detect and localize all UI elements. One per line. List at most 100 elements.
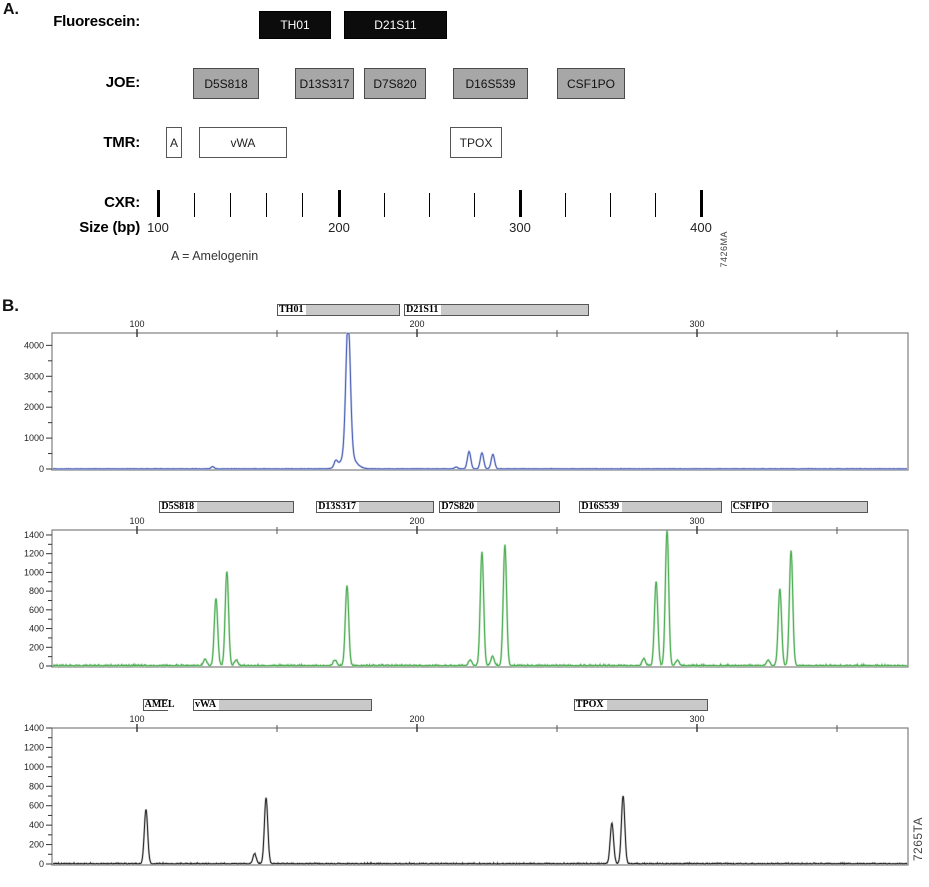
row-label-size-bp: Size (bp) [79,219,140,236]
locus-box-vwa: vWA [199,127,287,158]
marker-bar-csfipo: CSFIPO [730,501,868,513]
x-tick-label: 200 [409,714,424,724]
locus-box-th01: TH01 [259,11,331,39]
marker-bar-d16s539: D16S539 [579,501,723,513]
y-tick-label: 800 [29,586,44,596]
marker-bar-label: AMEL [143,700,178,710]
locus-box-a: A [166,127,182,158]
ruler-tick-140 [229,193,231,217]
locus-box-csf1po: CSF1PO [557,68,625,99]
marker-bar-amel: AMEL [142,699,178,711]
trace-path [52,795,908,865]
x-tick-label: 300 [689,319,704,329]
x-tick-label: 100 [129,516,144,526]
x-tick-label: 100 [129,319,144,329]
ruler-tick-180 [302,193,304,217]
ruler-label-400: 400 [690,220,712,235]
ruler-tick-250 [429,193,430,217]
ruler-label-200: 200 [328,220,350,235]
locus-box-d7s820: D7S820 [364,68,426,99]
x-tick-label: 200 [409,319,424,329]
marker-bar-d21s11: D21S11 [404,304,589,316]
marker-bar-label: CSFIPO [731,502,773,512]
marker-bar-d13s317: D13S317 [316,501,434,513]
trace-halo [52,332,908,471]
marker-bar-label: vWA [194,700,220,710]
ruler-tick-120 [193,193,195,217]
locus-box-d16s539: D16S539 [453,68,528,99]
ruler-tick-160 [266,193,268,217]
panel-a-label: A. [3,1,19,18]
row-label-tmr: TMR: [103,134,140,151]
y-tick-label: 4000 [24,340,44,350]
marker-bar-label: D16S539 [580,502,623,512]
ruler-tick-225 [383,193,385,217]
locus-box-d21s11: D21S11 [344,11,447,39]
locus-box-tpox: TPOX [450,127,502,158]
y-tick-label: 3000 [24,371,44,381]
ruler-tick-350 [610,193,611,217]
y-tick-label: 800 [29,781,44,791]
locus-box-d5s818: D5S818 [193,68,259,99]
y-tick-label: 400 [29,820,44,830]
plot-border [51,332,909,471]
plot-border [51,727,909,866]
marker-bar-vwa: vWA [193,699,373,711]
y-tick-label: 1000 [24,762,44,772]
plot-border [51,529,909,668]
y-tick-label: 600 [29,605,44,615]
x-tick-label: 300 [689,516,704,526]
y-tick-label: 1400 [24,723,44,733]
row-label-fluorescein: Fluorescein: [53,13,140,30]
marker-bar-label: D5S818 [160,502,198,512]
marker-bar-label: TH01 [278,305,307,315]
ruler-tick-275 [474,193,476,217]
y-tick-label: 200 [29,642,44,652]
y-tick-label: 1200 [24,549,44,559]
marker-bar-d5s818: D5S818 [159,501,294,513]
figure-code-panel-b: 7265TA [911,817,925,862]
y-tick-label: 1200 [24,742,44,752]
x-tick-label: 200 [409,516,424,526]
y-tick-label: 2000 [24,402,44,412]
row-label-joe: JOE: [105,74,140,91]
y-tick-label: 1400 [24,530,44,540]
tmr-electropherogram: 100 200 300 0 200 400 600 800 1000 1200 1400 [24,714,909,869]
x-tick-label: 300 [689,714,704,724]
trace-path [52,333,908,470]
ruler-tick-300 [518,190,522,217]
ruler-tick-200 [337,190,341,217]
ruler-tick-325 [564,193,566,217]
y-tick-label: 1000 [24,567,44,577]
y-tick-label: 0 [39,464,44,474]
marker-bar-label: D21S11 [405,305,442,315]
amelogenin-footnote: A = Amelogenin [171,249,259,263]
marker-bar-tpox: TPOX [573,699,709,711]
y-tick-label: 400 [29,624,44,634]
panel-b-label: B. [2,296,19,315]
ruler-tick-375 [655,193,657,217]
x-tick-label: 100 [129,714,144,724]
row-label-cxr: CXR: [104,194,140,211]
y-tick-label: 1000 [24,433,44,443]
y-tick-label: 600 [29,801,44,811]
y-tick-label: 200 [29,840,44,850]
marker-bar-d7s820: D7S820 [439,501,560,513]
ruler-label-100: 100 [147,220,169,235]
marker-bar-label: TPOX [574,700,607,710]
ruler-label-300: 300 [509,220,531,235]
joe-electropherogram: 100 200 300 0 200 400 600 800 1000 1200 1400 [24,516,909,671]
marker-bar-th01: TH01 [277,304,401,316]
ruler-tick-400 [699,190,703,217]
figure-code-panel-a: 7426MA [719,231,729,268]
marker-bar-label: D7S820 [440,502,478,512]
trace-halo [52,795,908,867]
locus-box-d13s317: D13S317 [295,68,354,99]
marker-bar-label: D13S317 [317,502,359,512]
y-tick-label: 0 [39,859,44,869]
trace-path [53,530,908,668]
y-tick-label: 0 [39,661,44,671]
ruler-tick-100 [156,190,160,217]
